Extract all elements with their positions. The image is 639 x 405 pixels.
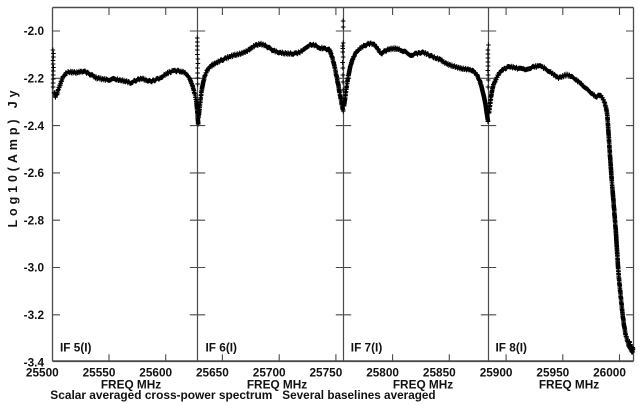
svg-text:-2.2: -2.2 bbox=[24, 72, 45, 86]
svg-text:26000: 26000 bbox=[593, 365, 626, 379]
svg-text:-3.4: -3.4 bbox=[24, 355, 45, 369]
svg-text:25950: 25950 bbox=[536, 365, 569, 379]
svg-text:IF 6(I): IF 6(I) bbox=[206, 341, 238, 355]
svg-text:-2.6: -2.6 bbox=[24, 166, 45, 180]
svg-text:25500: 25500 bbox=[26, 365, 59, 379]
svg-text:25900: 25900 bbox=[480, 365, 513, 379]
svg-text:FREQ MHz: FREQ MHz bbox=[539, 377, 599, 391]
svg-text:-2.4: -2.4 bbox=[24, 119, 45, 133]
svg-text:25600: 25600 bbox=[139, 365, 172, 379]
svg-text:-2.8: -2.8 bbox=[24, 213, 45, 227]
svg-text:-3.2: -3.2 bbox=[24, 308, 45, 322]
svg-text:25550: 25550 bbox=[83, 365, 116, 379]
svg-text:IF 7(I): IF 7(I) bbox=[351, 341, 383, 355]
svg-text:Scalar averaged cross-power sp: Scalar averaged cross-power spectrum bbox=[50, 388, 272, 402]
svg-text:25800: 25800 bbox=[366, 365, 399, 379]
svg-text:25650: 25650 bbox=[196, 365, 229, 379]
svg-text:25750: 25750 bbox=[309, 365, 342, 379]
svg-text:FREQ MHz: FREQ MHz bbox=[101, 377, 161, 391]
svg-text:-3.0: -3.0 bbox=[24, 261, 45, 275]
svg-text:FREQ MHz: FREQ MHz bbox=[393, 377, 453, 391]
svg-text:25700: 25700 bbox=[253, 365, 286, 379]
svg-text:Log10(Amp) Jy: Log10(Amp) Jy bbox=[6, 87, 20, 228]
svg-text:25850: 25850 bbox=[423, 365, 456, 379]
svg-text:IF 5(I): IF 5(I) bbox=[60, 341, 92, 355]
svg-text:FREQ MHz: FREQ MHz bbox=[247, 377, 307, 391]
svg-text:-2.0: -2.0 bbox=[24, 24, 45, 38]
svg-text:IF 8(I): IF 8(I) bbox=[496, 341, 528, 355]
svg-text:Several baselines averaged: Several baselines averaged bbox=[282, 389, 435, 402]
